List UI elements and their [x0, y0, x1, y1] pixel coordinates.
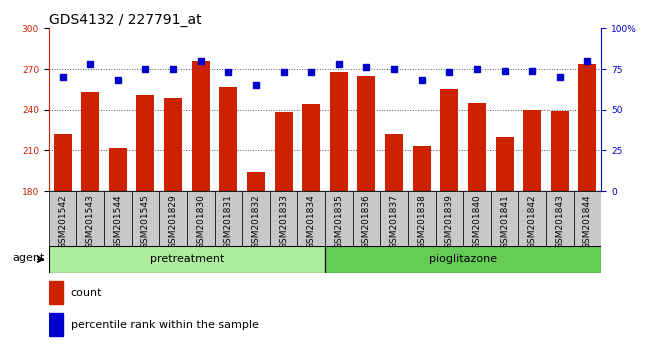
- Bar: [440, 89, 458, 191]
- Text: GSM201542: GSM201542: [58, 194, 67, 249]
- Text: GSM201832: GSM201832: [252, 194, 261, 249]
- Bar: [49, 313, 62, 336]
- Bar: [491, 191, 519, 246]
- Bar: [192, 61, 210, 191]
- Text: percentile rank within the sample: percentile rank within the sample: [71, 320, 259, 330]
- Bar: [413, 147, 431, 191]
- Bar: [136, 95, 155, 191]
- Bar: [523, 110, 541, 191]
- Bar: [578, 64, 597, 191]
- Text: GSM201833: GSM201833: [279, 194, 288, 249]
- Text: GSM201842: GSM201842: [528, 194, 537, 249]
- Bar: [546, 191, 573, 246]
- Bar: [380, 191, 408, 246]
- Text: GSM201840: GSM201840: [473, 194, 482, 249]
- Text: pretreatment: pretreatment: [150, 254, 224, 264]
- Text: GSM201835: GSM201835: [334, 194, 343, 249]
- Bar: [49, 281, 62, 304]
- Text: GSM201841: GSM201841: [500, 194, 509, 249]
- Bar: [109, 148, 127, 191]
- Bar: [436, 191, 463, 246]
- Bar: [81, 92, 99, 191]
- Bar: [104, 191, 131, 246]
- Bar: [408, 191, 436, 246]
- Bar: [219, 87, 237, 191]
- Bar: [302, 104, 320, 191]
- Bar: [551, 111, 569, 191]
- Bar: [519, 191, 546, 246]
- Text: GSM201829: GSM201829: [168, 194, 177, 249]
- Bar: [463, 191, 491, 246]
- Text: GSM201837: GSM201837: [389, 194, 398, 249]
- Bar: [270, 191, 298, 246]
- Bar: [247, 172, 265, 191]
- Bar: [325, 246, 601, 273]
- Text: GSM201839: GSM201839: [445, 194, 454, 249]
- Bar: [358, 76, 376, 191]
- Bar: [330, 72, 348, 191]
- Text: agent: agent: [12, 253, 45, 263]
- Text: GSM201545: GSM201545: [141, 194, 150, 249]
- Bar: [325, 191, 352, 246]
- Text: GSM201831: GSM201831: [224, 194, 233, 249]
- Bar: [352, 191, 380, 246]
- Bar: [573, 191, 601, 246]
- Bar: [164, 97, 182, 191]
- Bar: [385, 134, 403, 191]
- Bar: [53, 134, 72, 191]
- Bar: [242, 191, 270, 246]
- Bar: [159, 191, 187, 246]
- Text: GSM201834: GSM201834: [307, 194, 316, 249]
- Text: GDS4132 / 227791_at: GDS4132 / 227791_at: [49, 13, 202, 27]
- Bar: [274, 113, 292, 191]
- Text: GSM201843: GSM201843: [555, 194, 564, 249]
- Text: GSM201838: GSM201838: [417, 194, 426, 249]
- Bar: [77, 191, 104, 246]
- Text: GSM201544: GSM201544: [113, 194, 122, 249]
- Text: GSM201543: GSM201543: [86, 194, 95, 249]
- Text: GSM201844: GSM201844: [583, 194, 592, 249]
- Text: GSM201836: GSM201836: [362, 194, 371, 249]
- Bar: [49, 191, 77, 246]
- Bar: [131, 191, 159, 246]
- Bar: [214, 191, 242, 246]
- Text: count: count: [71, 288, 102, 298]
- Text: pioglitazone: pioglitazone: [429, 254, 497, 264]
- Bar: [49, 246, 325, 273]
- Bar: [468, 103, 486, 191]
- Bar: [187, 191, 214, 246]
- Bar: [495, 137, 514, 191]
- Text: GSM201830: GSM201830: [196, 194, 205, 249]
- Bar: [298, 191, 325, 246]
